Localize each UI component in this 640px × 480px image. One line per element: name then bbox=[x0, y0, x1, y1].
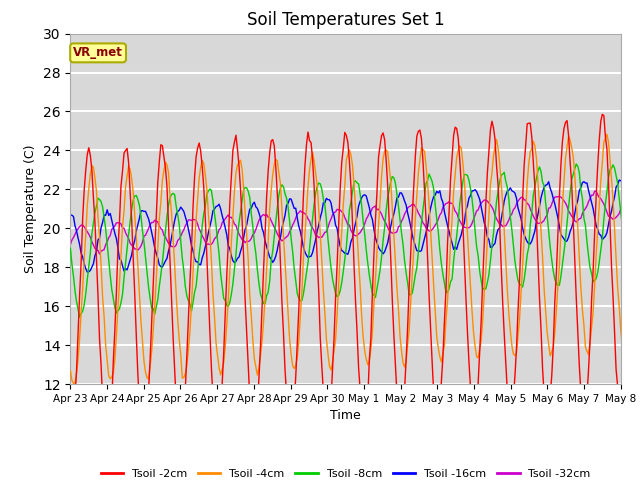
Title: Soil Temperatures Set 1: Soil Temperatures Set 1 bbox=[247, 11, 444, 29]
Text: VR_met: VR_met bbox=[73, 47, 123, 60]
Legend: Tsoil -2cm, Tsoil -4cm, Tsoil -8cm, Tsoil -16cm, Tsoil -32cm: Tsoil -2cm, Tsoil -4cm, Tsoil -8cm, Tsoi… bbox=[96, 465, 595, 480]
Y-axis label: Soil Temperature (C): Soil Temperature (C) bbox=[24, 144, 37, 273]
X-axis label: Time: Time bbox=[330, 409, 361, 422]
